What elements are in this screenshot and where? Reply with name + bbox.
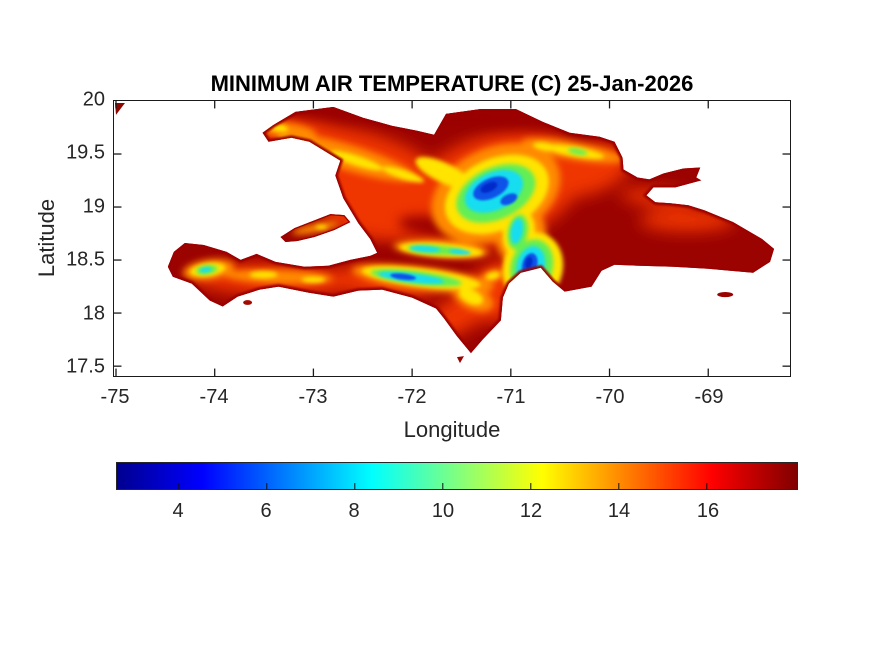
x-tick-label: -69 <box>694 386 724 408</box>
colorbar-tick-label: 8 <box>348 500 360 522</box>
plot-area <box>113 100 791 377</box>
chart-title: MINIMUM AIR TEMPERATURE (C) 25-Jan-2026 <box>210 71 694 96</box>
temperature-field <box>167 106 775 364</box>
x-tick-label: -71 <box>496 386 526 408</box>
x-tick-label: -73 <box>298 386 328 408</box>
colorbar-tick-label: 10 <box>431 500 455 522</box>
colorbar-tick-label: 14 <box>607 500 631 522</box>
y-tick-label: 18 <box>82 302 105 325</box>
colorbar-tick-label: 4 <box>172 500 184 522</box>
x-tick-label: -70 <box>595 386 625 408</box>
colorbar <box>116 462 798 490</box>
x-axis-label: Longitude <box>403 417 501 442</box>
colorbar-tick <box>177 483 180 489</box>
colorbar-tick-label: 16 <box>696 500 720 522</box>
y-tick-label: 18.5 <box>66 248 105 271</box>
y-tick-label: 19 <box>82 195 105 218</box>
colorbar-tick <box>265 483 268 489</box>
hispaniola-temperature-map <box>114 101 790 376</box>
colorbar-tick <box>353 483 356 489</box>
y-tick-label: 20 <box>82 88 105 111</box>
colorbar-tick <box>618 483 620 489</box>
y-tick-label: 17.5 <box>66 355 105 378</box>
dark-blue-core-layer <box>480 181 533 269</box>
colorbar-tick <box>530 483 532 489</box>
y-axis-label: Latitude <box>34 198 59 278</box>
corner-land-fragment <box>114 102 125 115</box>
x-tick-label: -74 <box>199 386 229 408</box>
colorbar-tick-label: 12 <box>519 500 543 522</box>
axis-ticks <box>114 101 790 376</box>
y-tick-label: 19.5 <box>66 141 105 164</box>
colorbar-tick <box>442 483 444 489</box>
x-tick-label: -75 <box>100 386 130 408</box>
colorbar-tick-label: 6 <box>260 500 272 522</box>
colorbar-tick <box>706 483 708 489</box>
x-tick-label: -72 <box>397 386 427 408</box>
